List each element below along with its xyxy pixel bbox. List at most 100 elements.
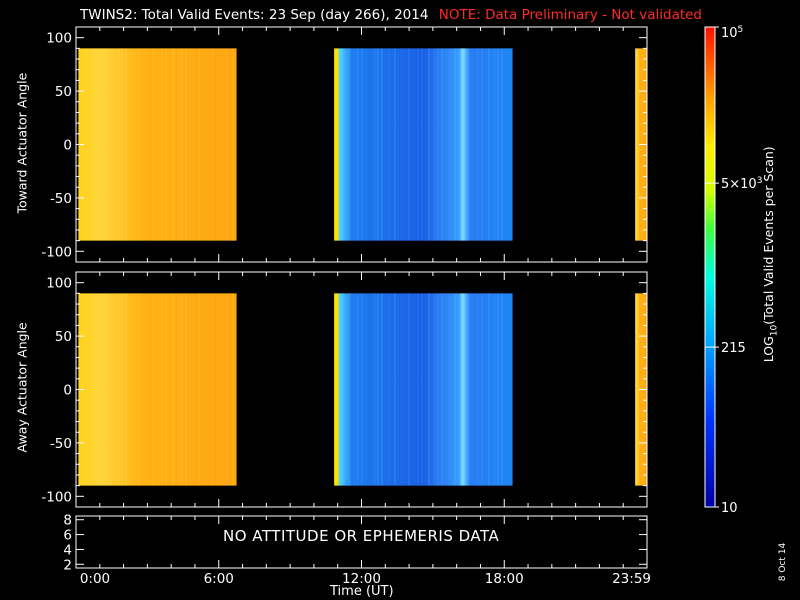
heatmap-stripe: [125, 293, 127, 486]
heatmap-stripe: [638, 293, 640, 486]
heatmap-stripe: [417, 48, 419, 241]
heatmap-stripe: [497, 293, 499, 486]
heatmap-stripe: [348, 48, 350, 241]
heatmap-stripe: [138, 293, 140, 486]
heatmap-stripe: [205, 293, 207, 485]
heatmap-stripe: [437, 293, 439, 486]
y-tick-label: 0: [63, 138, 72, 154]
heatmap-stripe: [488, 293, 490, 486]
heatmap-stripe: [414, 293, 416, 486]
heatmap-segment: [334, 293, 513, 486]
heatmap-stripe: [161, 48, 163, 241]
y-tick-label: -50: [50, 436, 72, 452]
title-note: NOTE: Data Preliminary - Not validated: [438, 7, 703, 23]
heatmap-stripe: [494, 48, 496, 241]
y-tick-label: 100: [46, 276, 72, 292]
heatmap-stripe: [401, 293, 403, 486]
heatmap-stripe: [92, 293, 94, 486]
heatmap-stripe: [497, 48, 499, 241]
heatmap-stripe: [121, 293, 123, 486]
heatmap-stripe: [158, 293, 160, 486]
heatmap-stripe: [181, 48, 183, 241]
heatmap-stripe: [477, 48, 479, 241]
heatmap-stripe: [381, 293, 383, 486]
heatmap-stripe: [218, 293, 220, 485]
heatmap-stripe: [152, 293, 154, 486]
heatmap-stripe: [161, 293, 163, 486]
status-message: NO ATTITUDE OR EPHEMERIS DATA: [223, 527, 500, 545]
heatmap-stripe: [481, 293, 483, 486]
heatmap-stripe: [225, 293, 227, 486]
y-tick-label: 8: [63, 513, 72, 529]
heatmap-stripe: [85, 48, 87, 241]
heatmap-stripe: [141, 293, 143, 486]
heatmap-stripe: [461, 48, 463, 240]
colorbar-label: LOG10(Total Valid Events per Scan): [760, 146, 780, 363]
heatmap-stripe: [98, 48, 100, 241]
heatmap-stripe: [341, 293, 343, 486]
y-tick-label: 50: [55, 329, 72, 345]
heatmap-stripe: [165, 48, 167, 241]
heatmap-segment: [78, 293, 237, 486]
heatmap-stripe: [428, 48, 430, 241]
x-tick-label: 18:00: [485, 571, 524, 587]
heatmap-stripe: [101, 48, 103, 241]
colorbar-tick-label: 105: [721, 25, 743, 41]
heatmap-stripe: [201, 48, 203, 240]
heatmap-stripe: [441, 48, 443, 241]
heatmap-segment: [334, 48, 513, 241]
y-tick-label: 4: [63, 542, 72, 558]
heatmap-stripe: [441, 293, 443, 486]
heatmap-stripe: [172, 48, 174, 241]
heatmap-stripe: [192, 293, 194, 486]
heatmap-stripe: [454, 48, 456, 241]
heatmap-stripe: [98, 293, 100, 486]
heatmap-stripe: [457, 48, 459, 240]
colorbar-tick-label: 5×103: [721, 176, 762, 192]
heatmap-stripe: [501, 48, 503, 241]
heatmap-stripe: [185, 48, 187, 241]
heatmap-stripe: [448, 48, 450, 241]
heatmap-stripe: [192, 48, 194, 241]
heatmap-stripe: [101, 293, 103, 486]
x-tick-label: 23:59: [612, 571, 651, 587]
heatmap-stripe: [341, 48, 343, 241]
heatmap-stripe: [218, 48, 220, 240]
heatmap-stripe: [408, 293, 410, 486]
heatmap-stripe: [357, 48, 359, 241]
heatmap-stripe: [201, 293, 203, 485]
heatmap-stripe: [468, 48, 470, 241]
heatmap-stripe: [428, 293, 430, 486]
heatmap-stripe: [145, 48, 147, 241]
heatmap-stripe: [374, 293, 376, 486]
heatmap-stripe: [132, 48, 134, 241]
heatmap-stripe: [105, 48, 107, 241]
heatmap-stripe: [388, 48, 390, 241]
heatmap-stripe: [494, 293, 496, 486]
heatmap-stripe: [138, 48, 140, 241]
heatmap-stripe: [361, 48, 363, 241]
heatmap-stripe: [121, 48, 123, 241]
heatmap-stripe: [461, 293, 463, 485]
heatmap-stripe: [212, 293, 214, 486]
heatmap-stripe: [377, 48, 379, 241]
heatmap-stripe: [118, 48, 120, 241]
heatmap-stripe: [481, 48, 483, 241]
heatmap-stripe: [221, 293, 223, 486]
heatmap-stripe: [348, 293, 350, 486]
x-tick-label: 0:00: [80, 571, 110, 587]
heatmap-stripe: [185, 293, 187, 486]
heatmap-stripe: [421, 293, 423, 486]
heatmap-stripe: [508, 48, 510, 240]
heatmap-stripe: [165, 293, 167, 486]
heatmap-stripe: [417, 293, 419, 486]
heatmap-stripe: [198, 293, 200, 486]
colorbar-tick-label: 215: [721, 341, 746, 356]
title-main: TWINS2: Total Valid Events: 23 Sep (day …: [80, 7, 429, 23]
heatmap-stripe: [474, 48, 476, 240]
x-tick-label: 6:00: [204, 571, 234, 587]
heatmap-stripe: [408, 48, 410, 241]
heatmap-stripe: [401, 48, 403, 241]
heatmap-stripe: [357, 293, 359, 486]
y-tick-label: 2: [63, 557, 72, 573]
